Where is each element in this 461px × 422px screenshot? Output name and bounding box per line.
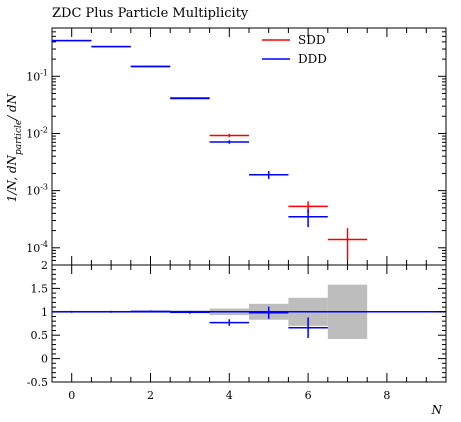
ratio-y-tick-label: 2	[41, 259, 48, 272]
ratio-y-tick-label: 1.5	[31, 282, 49, 295]
y-tick-label-base: 10	[26, 242, 40, 255]
legend: SDD DDD	[262, 33, 327, 66]
ratio-panel: -0.5 0 0.5 1 1.5 2 0 2 4 6 8	[27, 259, 447, 402]
main-frame	[51, 27, 447, 266]
legend-label: DDD	[298, 52, 327, 66]
x-tick-label: 2	[147, 389, 154, 402]
x-tick-label: 6	[305, 389, 312, 402]
x-tick-label: 0	[68, 389, 75, 402]
ratio-y-tick-label: 0.5	[31, 329, 49, 342]
series-sdd	[52, 39, 368, 261]
ratio-y-tick-label: 1	[41, 306, 48, 319]
y-tick-label-base: 10	[26, 127, 40, 140]
y-tick-label-exponent: -1	[40, 68, 48, 77]
y-tick-label: 10-2	[26, 125, 48, 140]
y-tick-label: 10-3	[26, 183, 48, 198]
ratio-y-tick-label: -0.5	[27, 376, 48, 389]
ratio-series-ddd	[52, 306, 328, 339]
y-tick-label-base: 10	[26, 70, 40, 83]
y-axis-label-tail: / dN	[5, 93, 19, 121]
y-tick-label: 10-4	[26, 240, 48, 255]
y-tick-label-exponent: -2	[40, 125, 48, 134]
y-tick-label-exponent: -3	[40, 183, 48, 192]
y-tick-label-exponent: -4	[40, 240, 48, 249]
legend-label: SDD	[298, 33, 325, 47]
series-ddd	[52, 39, 328, 228]
y-tick-label: 10-1	[26, 68, 48, 83]
chart-title: ZDC Plus Particle Multiplicity	[52, 6, 249, 21]
y-tick-label-base: 10	[26, 185, 40, 198]
y-axis-label: 1/N, dNparticle/ dN	[5, 93, 24, 202]
x-axis-label: N	[431, 403, 443, 417]
y-axis-label-main: 1/N, dN	[5, 155, 19, 203]
x-tick-label: 4	[226, 389, 233, 402]
x-tick-label: 8	[383, 389, 390, 402]
ratio-frame	[51, 264, 447, 383]
ratio-y-tick-label: 0	[41, 353, 48, 366]
y-axis-label-sub: particle	[14, 120, 24, 155]
